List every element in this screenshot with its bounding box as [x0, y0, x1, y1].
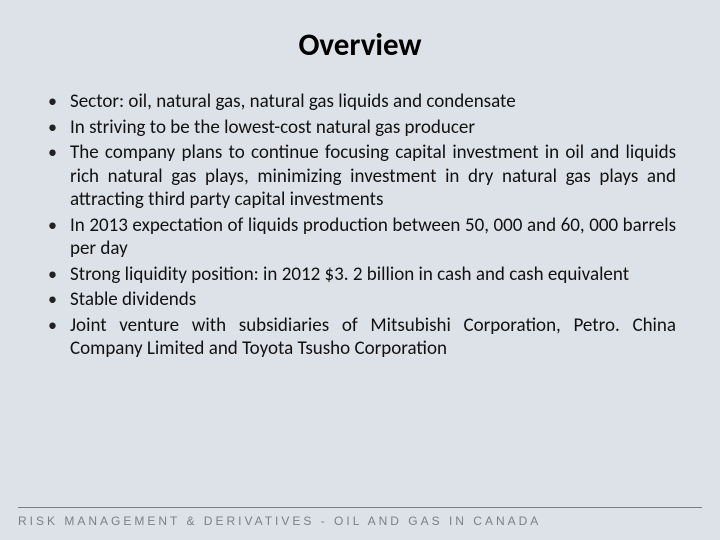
list-item: The company plans to continue focusing c…: [44, 141, 676, 212]
bullet-list: Sector: oil, natural gas, natural gas li…: [44, 90, 676, 361]
slide-content: Sector: oil, natural gas, natural gas li…: [0, 74, 720, 361]
list-item: Joint venture with subsidiaries of Mitsu…: [44, 314, 676, 361]
list-item: Sector: oil, natural gas, natural gas li…: [44, 90, 676, 114]
footer-divider: [18, 507, 702, 508]
list-item: Strong liquidity position: in 2012 $3. 2…: [44, 263, 676, 287]
list-item: In 2013 expectation of liquids productio…: [44, 214, 676, 261]
footer-text: RISK MANAGEMENT & DERIVATIVES - OIL AND …: [18, 514, 702, 528]
slide-title: Overview: [0, 0, 720, 74]
slide-footer: RISK MANAGEMENT & DERIVATIVES - OIL AND …: [0, 507, 720, 528]
list-item: In striving to be the lowest-cost natura…: [44, 116, 676, 140]
slide: Overview Sector: oil, natural gas, natur…: [0, 0, 720, 540]
list-item: Stable dividends: [44, 288, 676, 312]
